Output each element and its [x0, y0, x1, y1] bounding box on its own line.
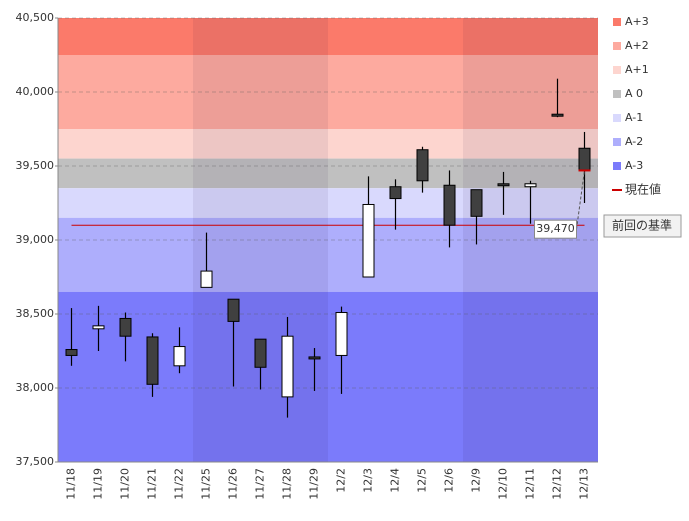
candle-body [362, 203, 375, 278]
y-tick-label: 40,000 [16, 85, 55, 98]
y-tick-label: 38,000 [16, 381, 55, 394]
candle-body [146, 336, 159, 385]
candle-body [443, 184, 456, 226]
x-tick-label: 12/9 [470, 468, 483, 493]
candle-body [200, 270, 213, 288]
x-tick-label: 12/13 [578, 468, 591, 500]
x-tick-label: 12/12 [551, 468, 564, 500]
annotation-label: 39,470 [536, 222, 575, 235]
x-tick-label: 11/20 [119, 468, 132, 500]
candle-body [65, 349, 78, 356]
reference-box [603, 214, 682, 238]
legend-label: 現在値 [625, 182, 661, 197]
x-tick-label: 12/6 [443, 468, 456, 493]
candle-body [416, 149, 429, 182]
candle-body [227, 298, 240, 322]
x-tick-label: 12/11 [524, 468, 537, 500]
legend-swatch [613, 42, 621, 50]
candle-body [578, 147, 591, 171]
candle-body [308, 356, 321, 360]
zone-band [58, 55, 598, 129]
candle-body [281, 335, 294, 398]
candle-body [389, 186, 402, 200]
legend-label: A+3 [625, 15, 649, 28]
legend-swatch [613, 18, 621, 26]
candle-body [524, 183, 537, 188]
legend-label: A+1 [625, 63, 649, 76]
candle-body [119, 317, 132, 337]
legend-label: A 0 [625, 87, 643, 100]
y-tick-label: 37,500 [16, 455, 55, 468]
y-tick-label: 39,000 [16, 233, 55, 246]
candle-body [497, 183, 510, 187]
legend-swatch [613, 138, 621, 146]
x-tick-label: 12/3 [362, 468, 375, 493]
x-tick-label: 11/18 [65, 468, 78, 500]
x-tick-label: 12/5 [416, 468, 429, 493]
candle-body [254, 338, 267, 368]
x-tick-label: 12/2 [335, 468, 348, 493]
x-tick-label: 11/29 [308, 468, 321, 500]
y-tick-label: 40,500 [16, 11, 55, 24]
legend-label: A-3 [625, 159, 643, 172]
reference-label: 前回の基準 [612, 218, 672, 233]
candle-body [92, 325, 105, 330]
annotation-box [534, 219, 577, 239]
x-tick-label: 11/27 [254, 468, 267, 500]
legend-label: A-1 [625, 111, 643, 124]
y-tick-label: 38,500 [16, 307, 55, 320]
zone-band [58, 18, 598, 55]
x-tick-label: 11/19 [92, 468, 105, 500]
week-shade [463, 18, 598, 462]
legend-swatch [613, 90, 621, 98]
x-tick-label: 12/4 [389, 468, 402, 493]
x-tick-label: 11/28 [281, 468, 294, 500]
y-tick-label: 39,500 [16, 159, 55, 172]
candle-body [470, 189, 483, 217]
legend-swatch [613, 114, 621, 122]
legend-label: A+2 [625, 39, 649, 52]
x-tick-label: 11/26 [227, 468, 240, 500]
x-tick-label: 11/21 [146, 468, 159, 500]
candle-body [551, 113, 564, 117]
zone-band [58, 188, 598, 218]
x-tick-label: 11/25 [200, 468, 213, 500]
x-tick-label: 11/22 [173, 468, 186, 500]
legend-label: A-2 [625, 135, 643, 148]
legend-swatch [613, 66, 621, 74]
zone-band [58, 129, 598, 159]
x-tick-label: 12/10 [497, 468, 510, 500]
candle-body [173, 346, 186, 367]
legend-swatch [613, 162, 621, 170]
zone-band [58, 217, 598, 292]
candle-body [335, 312, 348, 356]
